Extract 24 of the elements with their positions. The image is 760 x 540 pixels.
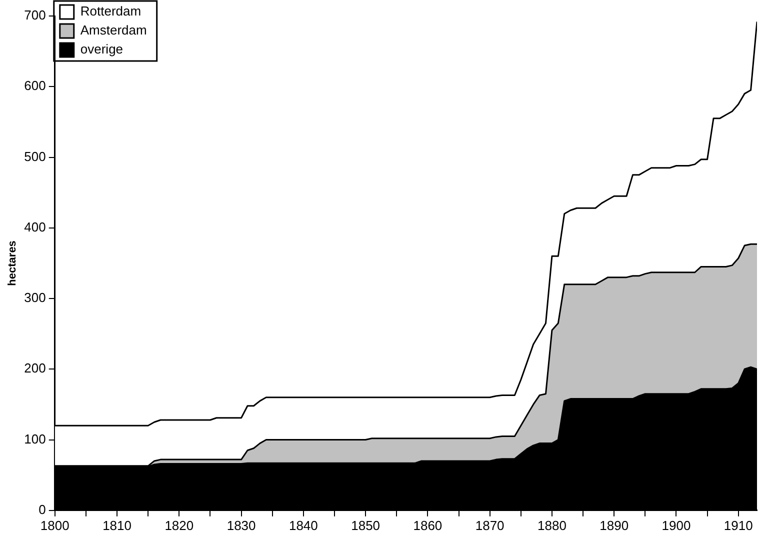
y-tick-label: 0: [38, 502, 46, 517]
x-tick-label: 1890: [600, 518, 629, 533]
x-tick-label: 1800: [40, 518, 70, 533]
x-tick-label: 1900: [662, 518, 691, 533]
y-tick-label: 400: [24, 219, 46, 234]
y-tick-label: 300: [24, 290, 46, 306]
y-tick-label: 200: [24, 360, 46, 376]
legend-label: Amsterdam: [80, 22, 147, 38]
x-tick-label: 1910: [724, 518, 753, 533]
x-tick-label: 1880: [538, 518, 566, 533]
x-tick-label: 1810: [102, 518, 132, 533]
x-tick-label: 1850: [351, 518, 380, 533]
y-axis-title: hectares: [6, 240, 19, 286]
x-tick-label: 1860: [413, 518, 442, 533]
legend-label: overige: [80, 42, 124, 57]
y-tick-label: 100: [24, 431, 46, 446]
y-tick-label: 500: [24, 148, 46, 164]
x-tick-label: 1840: [288, 518, 318, 533]
legend-label: Rotterdam: [80, 4, 142, 19]
x-tick-label: 1870: [475, 518, 504, 533]
x-tick-label: 1820: [164, 518, 194, 533]
x-tick-label: 1830: [226, 518, 256, 533]
y-tick-label: 700: [24, 8, 46, 23]
y-tick-label: 600: [24, 78, 46, 94]
